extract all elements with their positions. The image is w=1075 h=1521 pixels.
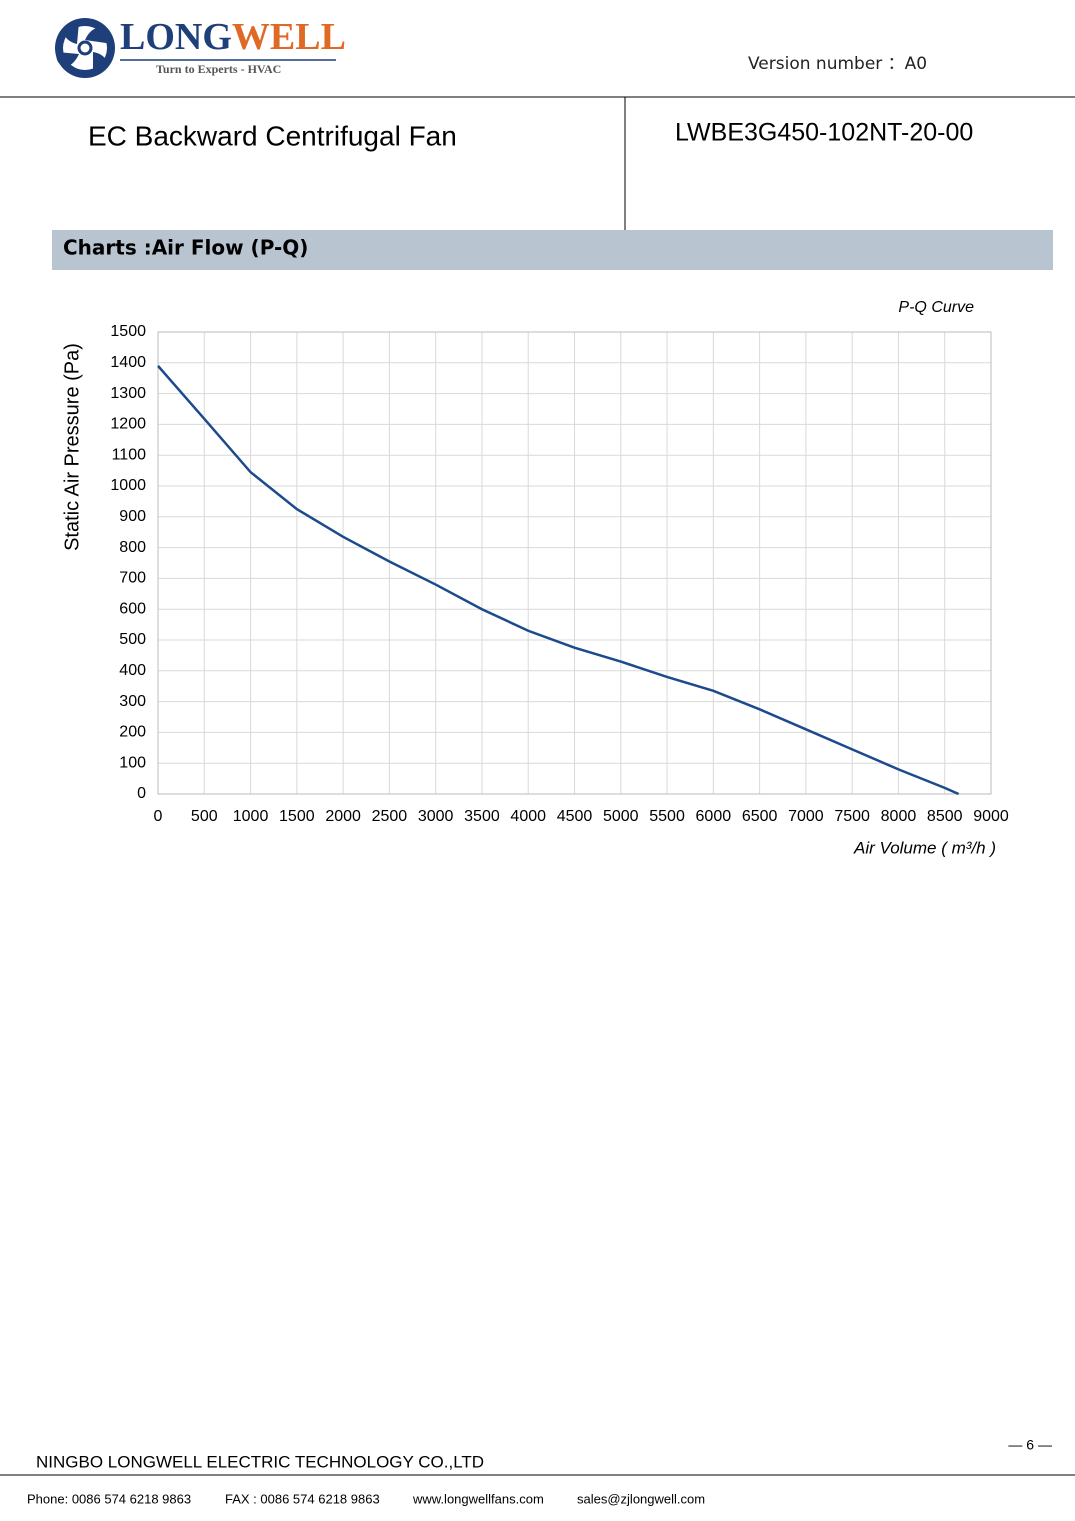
x-tick-label: 8500 bbox=[927, 808, 963, 825]
y-tick-label: 0 bbox=[137, 785, 146, 802]
x-axis-label: Air Volume ( m³/h ) bbox=[853, 838, 996, 857]
x-tick-label: 8000 bbox=[881, 808, 917, 825]
y-tick-label: 800 bbox=[119, 539, 146, 556]
plot: 0 100 200 300 400 500 600 700 800 900 1000 1100 1200… bbox=[110, 323, 1008, 825]
x-tick-label: 6500 bbox=[742, 808, 778, 825]
y-tick-label: 1200 bbox=[110, 416, 146, 433]
x-tick-label: 3000 bbox=[418, 808, 454, 825]
x-tick-label: 1500 bbox=[279, 808, 315, 825]
pq-curve bbox=[157, 365, 960, 796]
version: Version number ：A0 bbox=[748, 54, 927, 74]
x-tick-label: 0 bbox=[154, 808, 163, 825]
chart-title: P-Q Curve bbox=[898, 299, 974, 316]
y-tick-label: 100 bbox=[119, 754, 146, 771]
x-tick-label: 2000 bbox=[325, 808, 361, 825]
logo-text: LONGWELL bbox=[120, 16, 346, 58]
y-tick-label: 1400 bbox=[110, 354, 146, 371]
fax: FAX : 0086 574 6218 9863 bbox=[225, 1491, 380, 1506]
x-tick-label: 2500 bbox=[372, 808, 408, 825]
x-tick-label: 3500 bbox=[464, 808, 500, 825]
model: LWBE3G450-102NT-20-00 bbox=[675, 119, 973, 147]
phone: Phone: 0086 574 6218 9863 bbox=[27, 1491, 191, 1506]
x-tick-label: 6000 bbox=[696, 808, 732, 825]
y-tick-label: 1500 bbox=[110, 323, 146, 340]
y-tick-label: 900 bbox=[119, 508, 146, 525]
x-tick-label: 4500 bbox=[557, 808, 593, 825]
y-tick-label: 1100 bbox=[112, 446, 147, 463]
tagline: Turn to Experts - HVAC bbox=[156, 62, 281, 76]
x-tick-label: 4000 bbox=[510, 808, 546, 825]
section-title: Charts :Air Flow (P-Q) bbox=[63, 236, 308, 260]
x-tick-label: 7000 bbox=[788, 808, 824, 825]
logo-part: LONG bbox=[120, 16, 232, 58]
x-tick-label: 500 bbox=[191, 808, 218, 825]
y-tick-label: 500 bbox=[119, 631, 146, 648]
y-tick-label: 300 bbox=[119, 693, 146, 710]
x-tick-label: 5000 bbox=[603, 808, 639, 825]
x-tick-label: 1000 bbox=[233, 808, 269, 825]
x-tick-label: 5500 bbox=[649, 808, 685, 825]
y-tick-label: 1300 bbox=[110, 385, 146, 402]
section-bar bbox=[52, 230, 1053, 270]
page-number: — 6 — bbox=[1008, 1437, 1052, 1453]
y-tick-label: 700 bbox=[119, 570, 146, 587]
company: NINGBO LONGWELL ELECTRIC TECHNOLOGY CO.,… bbox=[36, 1452, 484, 1471]
plot-frame bbox=[157, 331, 992, 795]
x-tick-label: 7500 bbox=[834, 808, 870, 825]
y-tick-label: 1000 bbox=[110, 477, 146, 494]
email: sales@zjlongwell.com bbox=[577, 1491, 705, 1506]
web: www.longwellfans.com bbox=[412, 1491, 544, 1506]
logo-part: WELL bbox=[232, 16, 346, 58]
doc-title: EC Backward Centrifugal Fan bbox=[88, 120, 457, 151]
y-tick-label: 200 bbox=[119, 724, 146, 741]
x-tick-label: 9000 bbox=[973, 808, 1009, 825]
y-axis-label: Static Air Pressure (Pa) bbox=[61, 343, 83, 551]
y-tick-label: 400 bbox=[119, 662, 146, 679]
y-tick-label: 600 bbox=[119, 600, 146, 617]
logo-icon bbox=[55, 18, 115, 78]
